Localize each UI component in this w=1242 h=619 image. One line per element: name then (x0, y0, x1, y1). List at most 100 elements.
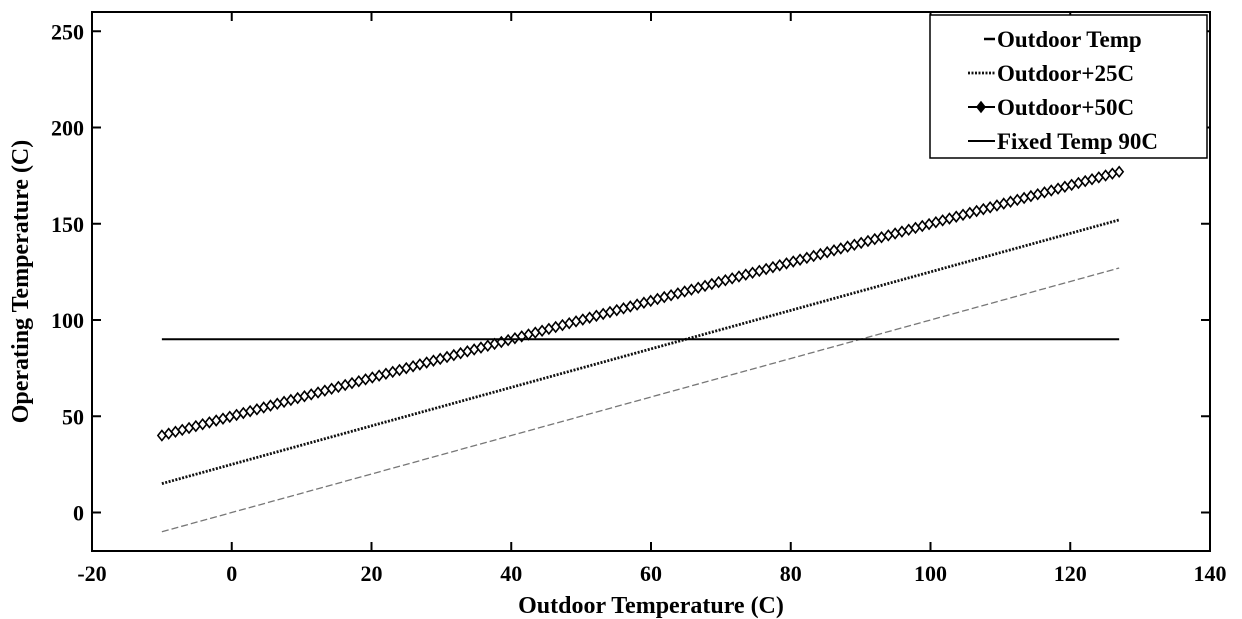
data-point-marker (720, 273, 731, 287)
data-point-marker (638, 296, 649, 309)
data-point-marker (475, 341, 486, 354)
data-point-marker (937, 214, 948, 227)
data-point-marker (849, 238, 860, 252)
data-point-marker (401, 361, 412, 375)
data-point-marker (1039, 186, 1050, 199)
data-point-marker (197, 417, 208, 431)
data-point-marker (964, 206, 975, 220)
data-point-marker (951, 210, 962, 223)
data-point-marker (455, 346, 466, 360)
data-point-marker (441, 350, 453, 364)
data-point-marker (306, 388, 317, 401)
data-point-marker (1114, 165, 1125, 179)
data-point-marker (279, 395, 290, 409)
data-point-marker (1012, 193, 1023, 207)
y-tick-label: 250 (51, 19, 84, 44)
x-tick-label: 80 (780, 561, 802, 586)
data-point-marker (421, 356, 432, 369)
data-point-marker (815, 247, 826, 261)
data-point-marker (828, 244, 840, 257)
y-tick-label: 50 (62, 404, 84, 429)
data-point-marker (740, 268, 751, 281)
data-point-marker (1032, 187, 1043, 201)
data-point-marker (313, 386, 324, 399)
legend-box (929, 14, 1208, 159)
legend-entry: Outdoor+50C (968, 95, 1134, 120)
data-point-marker (489, 337, 500, 351)
data-point-marker (801, 251, 812, 265)
data-point-marker (394, 363, 405, 377)
data-point-marker (326, 382, 337, 396)
data-point-marker (835, 242, 846, 255)
data-point-marker (611, 303, 622, 317)
x-tick-label: 0 (226, 561, 237, 586)
data-point-marker (570, 315, 582, 328)
data-point-marker (903, 223, 914, 237)
data-point-marker (190, 419, 201, 433)
data-point-marker (462, 345, 473, 358)
data-point-marker (238, 406, 249, 420)
data-point-marker (1053, 182, 1064, 195)
data-point-marker (224, 410, 235, 424)
data-point-marker (808, 249, 819, 263)
data-point-marker (340, 378, 351, 392)
data-point-marker (156, 429, 167, 442)
x-tick-label: -20 (77, 561, 106, 586)
data-point-marker (761, 262, 772, 276)
data-point-marker (557, 318, 568, 332)
data-point-marker (876, 230, 887, 244)
data-point-marker (896, 225, 907, 238)
data-point-marker (231, 408, 242, 422)
data-point-marker (991, 199, 1002, 212)
data-point-marker (1093, 171, 1104, 184)
data-point-marker (774, 259, 785, 272)
y-tick-label: 100 (51, 308, 84, 333)
data-point-marker (659, 290, 670, 304)
data-point-marker (1086, 172, 1098, 186)
legend-label: Outdoor+25C (997, 61, 1134, 86)
data-point-marker (604, 305, 615, 319)
y-tick-label: 150 (51, 212, 84, 237)
data-point-marker (367, 371, 378, 384)
y-tick-label: 0 (73, 501, 84, 526)
data-point-marker (523, 328, 534, 341)
data-point-marker (550, 320, 561, 334)
data-point-marker (727, 272, 738, 285)
data-point-marker (632, 298, 643, 311)
data-point-marker (577, 313, 588, 326)
y-axis-title: Operating Temperature (C) (8, 140, 34, 424)
data-point-marker (1059, 180, 1070, 194)
axes: -20 0 20 40 60 80 100 120 140 0 50 100 150 200 250 (51, 11, 1227, 586)
data-point-marker (706, 277, 717, 291)
data-point-marker (272, 397, 283, 410)
data-point-marker (530, 326, 541, 339)
data-point-marker (299, 389, 310, 403)
data-point-marker (380, 367, 391, 381)
series-3-markers (156, 165, 1125, 442)
x-tick-label: 40 (500, 561, 522, 586)
x-tick-label: 140 (1194, 561, 1227, 586)
data-point-marker (713, 275, 724, 289)
legend-entry: Outdoor+25C (968, 61, 1134, 86)
data-point-marker (360, 373, 371, 386)
data-point-marker (699, 279, 711, 293)
data-point-marker (217, 412, 229, 425)
data-point-marker (1100, 169, 1111, 182)
data-point-marker (842, 240, 853, 253)
legend: Outdoor Temp Outdoor+25C Outdoor+50C Fixed … (929, 14, 1208, 159)
data-point-marker (781, 257, 792, 270)
data-point-marker (693, 281, 704, 295)
legend-label: Outdoor+50C (997, 95, 1134, 120)
data-point-marker (543, 322, 554, 336)
data-point-marker (998, 197, 1009, 210)
data-point-marker (1073, 176, 1084, 190)
data-point-marker (1066, 178, 1077, 192)
data-point-marker (319, 384, 330, 397)
x-axis-title: Outdoor Temperature (C) (518, 593, 784, 619)
data-point-marker (788, 255, 799, 268)
data-point-marker (618, 302, 629, 315)
data-point-marker (374, 369, 385, 382)
data-point-marker (1046, 184, 1057, 197)
data-point-marker (1019, 191, 1030, 205)
